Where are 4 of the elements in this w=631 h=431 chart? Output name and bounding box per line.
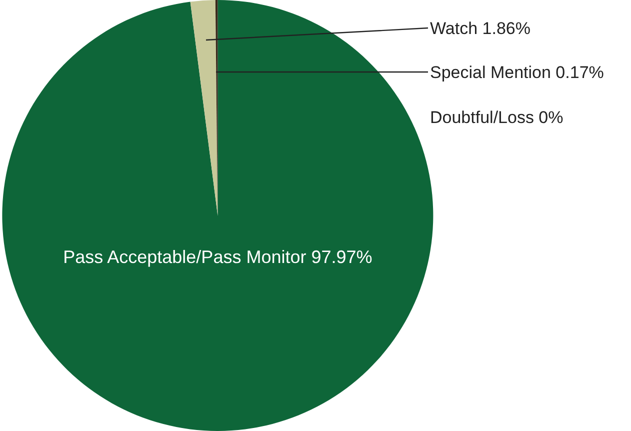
category-label: Doubtful/Loss 0% <box>430 108 564 127</box>
slice-label: Special Mention 0.17% <box>430 63 604 82</box>
slice-label: Watch 1.86% <box>430 19 530 38</box>
slice-label: Pass Acceptable/Pass Monitor 97.97% <box>63 247 372 268</box>
